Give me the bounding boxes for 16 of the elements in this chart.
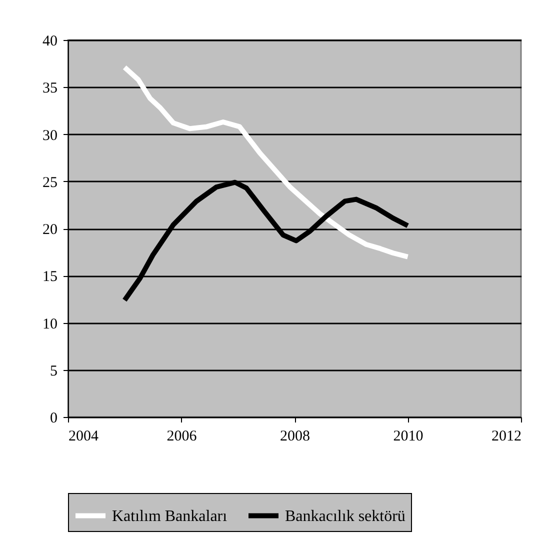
legend-label: Bankacılık sektörü: [285, 508, 406, 525]
legend-label: Katılım Bankaları: [112, 508, 228, 525]
x-tick-label: 2012: [492, 428, 522, 444]
y-tick-label: 15: [42, 269, 58, 286]
y-tick-label: 35: [42, 80, 58, 97]
x-tick-label: 2004: [68, 428, 99, 444]
y-tick-label: 40: [42, 34, 58, 50]
x-tick-label: 2006: [166, 428, 198, 444]
x-tick-label: 2008: [280, 428, 310, 444]
y-tick-label: 25: [42, 174, 58, 191]
y-tick-label: 5: [50, 363, 58, 380]
y-tick-label: 0: [50, 410, 58, 426]
y-tick-label: 30: [42, 128, 58, 144]
y-tick-label: 10: [42, 316, 58, 332]
y-tick-label: 20: [42, 222, 58, 238]
x-tick-label: 2010: [393, 428, 424, 444]
